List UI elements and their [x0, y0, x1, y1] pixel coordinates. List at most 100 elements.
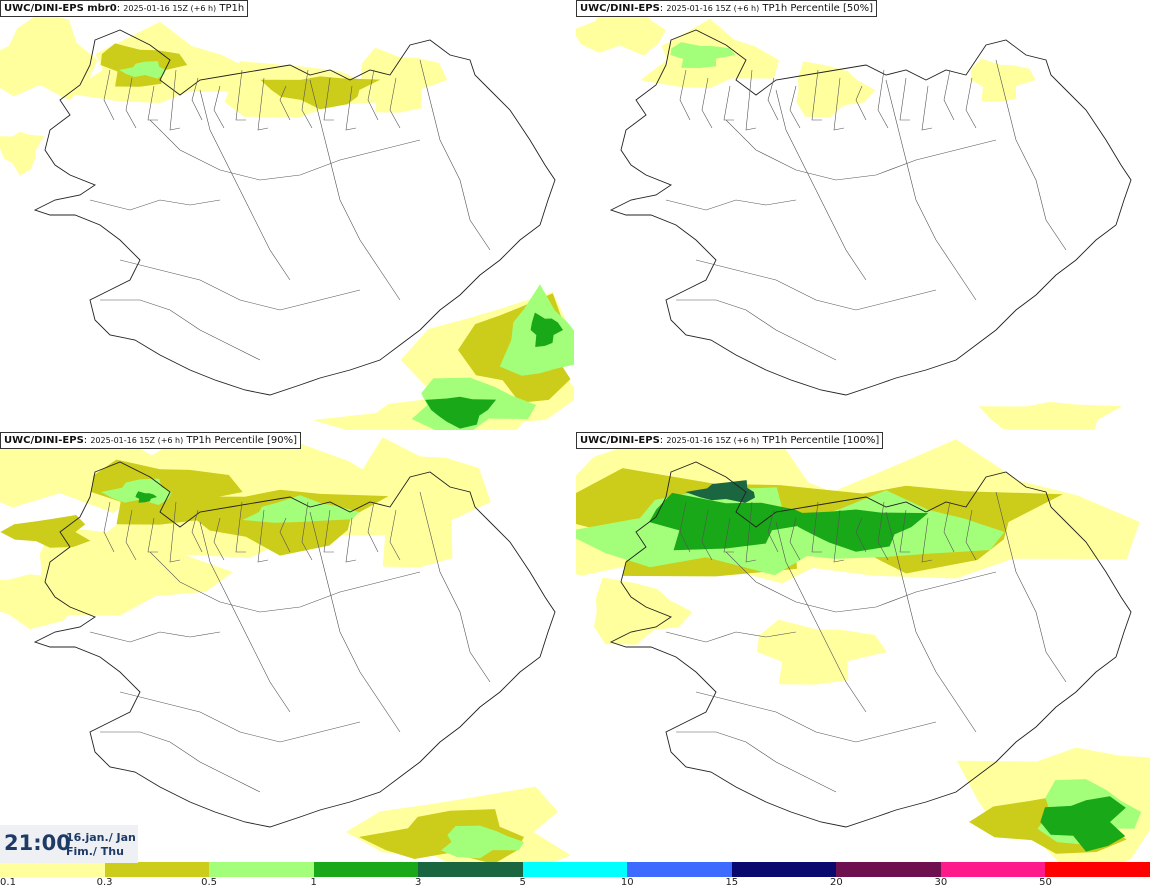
road-line [811, 501, 822, 553]
precip-area [786, 509, 929, 552]
road-line [885, 79, 977, 301]
road-line [695, 691, 937, 743]
coastline [33, 29, 556, 396]
valid-time: 21:00 [4, 831, 71, 855]
run-time: 2025-01-16 15Z (+6 h) [90, 436, 184, 445]
road-line [789, 85, 801, 129]
road-line [695, 259, 937, 311]
road-line [877, 501, 889, 561]
model-name: UWC/DINI-EPS [580, 435, 660, 446]
road-line [89, 199, 221, 211]
run-time: 2025-01-16 15Z (+6 h) [123, 4, 217, 13]
field-name: TP1h Percentile [90%] [186, 435, 297, 446]
road-line [279, 517, 291, 553]
road-line [679, 501, 691, 553]
road-line [665, 199, 797, 211]
road-line [767, 509, 779, 553]
road-line [995, 59, 1067, 251]
road-line [323, 509, 334, 553]
road-line [257, 509, 269, 563]
road-line [147, 85, 158, 121]
precip-area [978, 401, 1123, 430]
road-line [191, 77, 203, 121]
valid-weekday: Fim./ Thu [66, 845, 124, 858]
road-line [100, 731, 261, 793]
legend-label: 5 [519, 877, 526, 888]
map-panel-mbr0: UWC/DINI-EPS mbr0: 2025-01-16 15Z (+6 h)… [0, 0, 574, 430]
road-line [855, 85, 867, 121]
road-line [811, 69, 822, 121]
precip-area [119, 61, 167, 79]
road-line [169, 69, 181, 131]
panel-title: UWC/DINI-EPS: 2025-01-16 15Z (+6 h) TP1h… [576, 0, 877, 17]
model-name: UWC/DINI-EPS [4, 435, 84, 446]
road-line [833, 77, 845, 131]
road-line [419, 491, 491, 683]
road-line [125, 509, 137, 561]
road-line [419, 59, 491, 251]
precip-area [242, 495, 360, 523]
road-line [389, 77, 401, 129]
precip-area [1040, 796, 1126, 852]
legend-swatch [731, 862, 837, 877]
precip-area [101, 478, 172, 505]
road-line [921, 85, 933, 131]
road-line [103, 501, 115, 553]
road-line [149, 551, 421, 613]
road-line [345, 517, 357, 563]
precip-map [0, 432, 571, 862]
road-line [665, 631, 797, 643]
panel-title: UWC/DINI-EPS: 2025-01-16 15Z (+6 h) TP1h… [576, 432, 884, 449]
legend-swatch [836, 862, 941, 877]
road-line [323, 77, 334, 121]
road-line [745, 69, 757, 131]
road-line [833, 509, 845, 563]
road-line [389, 509, 401, 561]
precip-area [441, 825, 525, 859]
legend-label: 20 [829, 877, 843, 888]
road-line [921, 517, 933, 563]
road-line [279, 85, 291, 121]
road-line [676, 299, 837, 361]
color-legend [0, 862, 1150, 877]
road-line [855, 517, 867, 553]
road-line [965, 509, 977, 561]
model-name: UWC/DINI-EPS [580, 3, 660, 14]
precip-area [970, 58, 1036, 102]
precip-area [0, 574, 103, 630]
field-name: TP1h Percentile [100%] [762, 435, 880, 446]
road-line [701, 77, 713, 129]
road-line [723, 517, 734, 553]
legend-label: 50 [1039, 877, 1052, 888]
road-line [309, 511, 401, 733]
road-line [199, 89, 291, 281]
road-line [367, 501, 379, 553]
map-panel-p50: UWC/DINI-EPS: 2025-01-16 15Z (+6 h) TP1h… [576, 0, 1150, 430]
legend-swatch [104, 862, 210, 877]
road-line [775, 521, 867, 713]
legend-label: 0.3 [96, 877, 113, 888]
map-panel-p100: UWC/DINI-EPS: 2025-01-16 15Z (+6 h) TP1h… [576, 432, 1150, 862]
road-line [103, 69, 115, 121]
coastline [33, 461, 556, 828]
precip-area [0, 12, 98, 101]
legend-swatch [1045, 862, 1150, 877]
road-line [199, 521, 291, 713]
precip-area [260, 76, 381, 110]
road-line [149, 119, 421, 181]
legend-swatch [418, 862, 523, 877]
road-line [301, 69, 313, 129]
road-line [745, 501, 757, 563]
road-line [257, 77, 269, 131]
precip-area [670, 42, 736, 68]
road-line [725, 119, 997, 181]
legend-label: 30 [934, 877, 948, 888]
road-line [100, 299, 261, 361]
road-line [943, 501, 955, 553]
precip-area [135, 491, 157, 503]
road-line [309, 79, 401, 301]
coastline [609, 29, 1132, 396]
precip-area [0, 131, 45, 176]
road-line [965, 77, 977, 129]
legend-swatch [627, 862, 732, 877]
